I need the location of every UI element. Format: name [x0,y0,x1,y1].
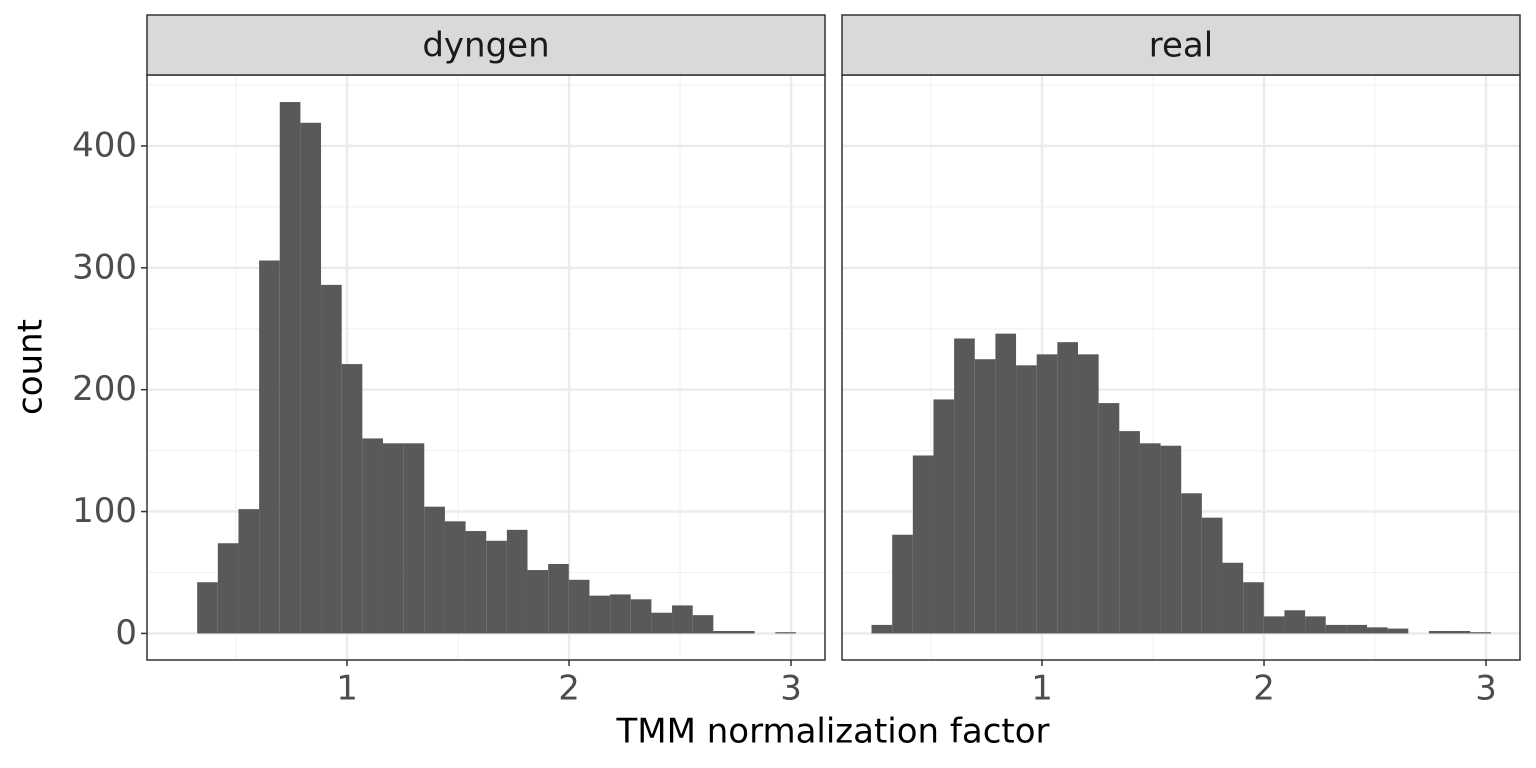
y-tick-label: 100 [72,491,137,531]
bar [1098,403,1120,634]
bar [630,599,652,634]
bar [1346,624,1368,634]
bar [300,122,322,634]
bar [974,359,996,634]
bar [610,594,631,634]
bar [527,570,549,634]
bar [1305,616,1326,634]
bar [1119,431,1140,634]
x-tick-label: 1 [336,669,358,709]
bar [1387,628,1409,634]
bar [341,364,363,634]
bar [892,534,913,634]
bar [1057,342,1078,634]
bar [424,506,445,634]
bar [486,540,507,634]
bar [1016,365,1037,634]
strip [841,14,1521,76]
bar [548,563,569,634]
x-tick-label: 1 [1031,669,1053,709]
bar [197,582,218,634]
strip-label: dyngen [422,26,549,66]
bar [954,338,975,634]
bar [871,624,893,634]
bar [259,260,280,634]
strip-label: real [1149,26,1213,66]
bar [217,543,239,634]
bar [238,509,260,634]
bar [362,438,383,634]
y-tick-label: 200 [72,369,137,409]
bar [589,595,611,634]
bar [1428,630,1450,634]
y-tick-label: 0 [115,613,137,653]
bar [651,612,673,634]
bar [1139,443,1161,634]
x-axis-title: TMM normalization factor [615,712,1049,752]
bar [912,455,934,634]
y-tick-label: 300 [72,247,137,287]
bar [733,630,755,634]
y-tick-label: 400 [72,125,137,165]
bar [444,521,466,634]
y-axis-title: count [11,319,51,415]
bar [1470,632,1491,634]
bar [1325,624,1347,634]
bar [279,102,301,634]
bar [1077,354,1099,634]
x-tick-label: 2 [1253,669,1275,709]
x-tick-label: 3 [1475,669,1497,709]
bar [403,443,425,634]
bar [506,529,528,634]
bar [321,284,342,634]
bar [1367,627,1388,634]
bar [672,605,693,634]
bar [1160,445,1182,634]
strip [146,14,826,76]
bar [382,443,404,634]
bar [1201,517,1223,634]
bar [1181,493,1202,634]
bar [692,615,714,634]
bar [933,399,955,634]
bar [995,333,1017,634]
bar [1222,562,1244,634]
bar [1036,354,1058,634]
bar [1263,616,1285,634]
bar [568,579,590,634]
x-tick-label: 3 [780,669,802,709]
bar [713,630,734,634]
bar [465,531,487,634]
x-tick-label: 2 [558,669,580,709]
bar [775,632,796,634]
bar [1243,582,1264,634]
bar [1284,610,1306,634]
bar [1449,630,1471,634]
